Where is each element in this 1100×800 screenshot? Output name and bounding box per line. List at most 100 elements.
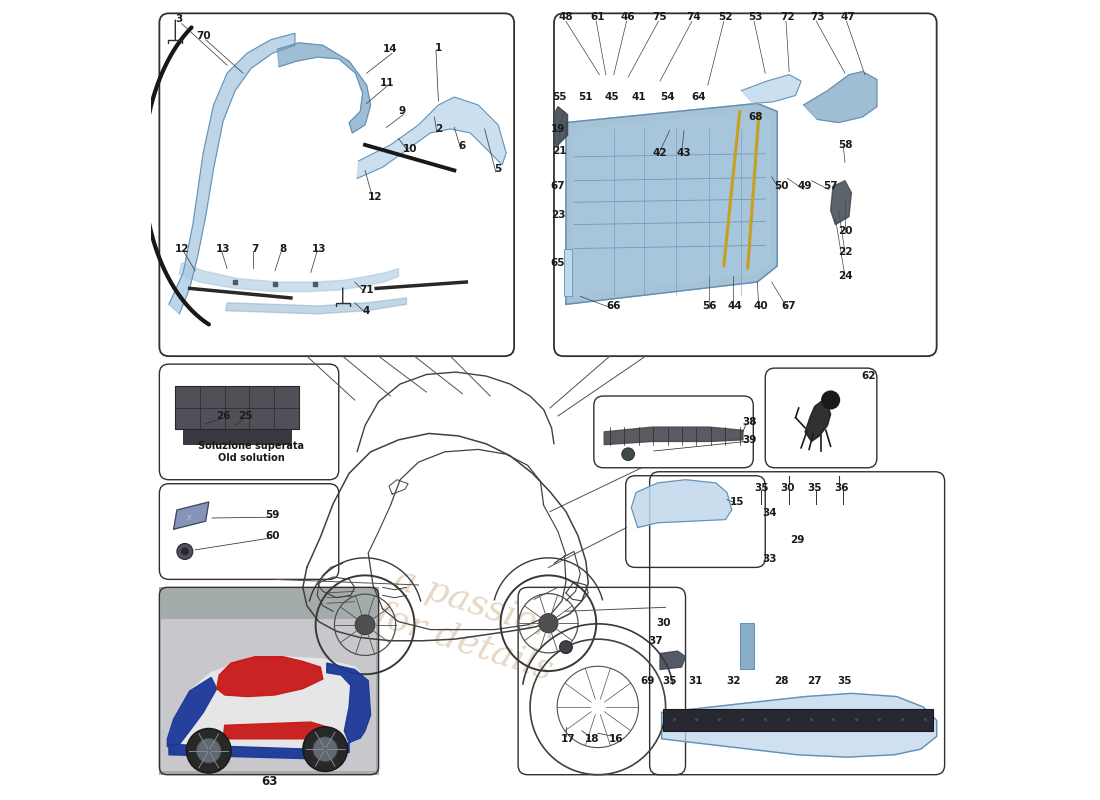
Text: 71: 71 [360, 285, 374, 295]
Text: 6: 6 [459, 142, 466, 151]
Text: 16: 16 [609, 734, 624, 744]
Text: 65: 65 [551, 258, 565, 268]
Text: 42: 42 [652, 148, 668, 158]
Polygon shape [565, 103, 778, 304]
Bar [175, 386, 299, 430]
Polygon shape [223, 722, 327, 739]
Text: 40: 40 [754, 301, 768, 311]
Text: 12: 12 [367, 192, 382, 202]
Polygon shape [277, 43, 371, 133]
Text: 11: 11 [379, 78, 394, 88]
Circle shape [197, 738, 221, 763]
Text: 49: 49 [798, 182, 813, 191]
Polygon shape [358, 97, 506, 178]
Text: 35: 35 [838, 676, 853, 686]
Text: 55: 55 [552, 92, 567, 102]
Text: Old solution: Old solution [218, 453, 285, 463]
Text: 59: 59 [265, 510, 279, 520]
Text: 30: 30 [780, 482, 795, 493]
Text: 21: 21 [552, 146, 567, 156]
Text: 70: 70 [196, 31, 210, 42]
Polygon shape [604, 427, 743, 445]
Text: 51: 51 [579, 92, 593, 102]
Text: 14: 14 [383, 44, 398, 54]
Text: 18: 18 [585, 734, 600, 744]
Polygon shape [167, 678, 217, 746]
Text: X: X [187, 515, 192, 521]
Text: 35: 35 [807, 482, 822, 493]
Polygon shape [169, 743, 349, 758]
Bar [160, 587, 378, 774]
Polygon shape [830, 181, 851, 225]
Bar [184, 430, 290, 444]
Text: 47: 47 [840, 12, 856, 22]
Circle shape [621, 448, 635, 461]
Circle shape [302, 727, 348, 771]
Text: 26: 26 [216, 411, 230, 421]
Text: 35: 35 [754, 482, 769, 493]
Text: 17: 17 [561, 734, 575, 744]
Text: 1: 1 [434, 42, 442, 53]
Text: 3: 3 [176, 14, 183, 24]
Text: 63: 63 [261, 774, 277, 787]
Text: 31: 31 [688, 676, 702, 686]
Text: 36: 36 [835, 482, 849, 493]
Text: 57: 57 [823, 182, 838, 191]
Text: 74: 74 [686, 12, 701, 22]
Text: 44: 44 [727, 301, 742, 311]
Bar [564, 249, 572, 296]
Text: 30: 30 [656, 618, 671, 628]
Text: 27: 27 [807, 676, 822, 686]
Text: 23: 23 [551, 210, 565, 220]
Text: 13: 13 [216, 243, 230, 254]
Bar [161, 619, 376, 770]
Text: 54: 54 [661, 92, 675, 102]
Text: 58: 58 [838, 140, 853, 150]
Text: 39: 39 [742, 435, 757, 445]
Text: 46: 46 [620, 12, 636, 22]
Polygon shape [631, 480, 732, 527]
Circle shape [177, 543, 192, 559]
Text: 43: 43 [676, 148, 691, 158]
Text: 52: 52 [718, 12, 733, 22]
Polygon shape [661, 694, 937, 757]
Polygon shape [174, 502, 209, 529]
Text: 29: 29 [790, 534, 804, 545]
Text: 48: 48 [559, 12, 573, 22]
Text: 34: 34 [762, 508, 777, 518]
Circle shape [312, 737, 338, 762]
Circle shape [821, 390, 840, 410]
Text: 73: 73 [811, 12, 825, 22]
Text: 66: 66 [606, 301, 621, 311]
Text: 68: 68 [748, 112, 763, 122]
Text: 28: 28 [774, 676, 789, 686]
Text: 10: 10 [404, 144, 418, 154]
Polygon shape [741, 74, 801, 103]
Text: 67: 67 [551, 182, 565, 191]
Text: Soluzione superata: Soluzione superata [198, 442, 304, 451]
Text: 20: 20 [838, 226, 853, 236]
Text: 67: 67 [782, 301, 796, 311]
Text: 64: 64 [691, 92, 705, 102]
Text: 37: 37 [648, 636, 662, 646]
Bar [663, 709, 933, 731]
Text: 4: 4 [363, 306, 371, 316]
Text: 62: 62 [861, 371, 876, 381]
Text: a passion
for details: a passion for details [371, 559, 570, 687]
Text: 50: 50 [774, 182, 789, 191]
Circle shape [560, 641, 572, 654]
Text: 61: 61 [591, 12, 605, 22]
Polygon shape [226, 298, 407, 314]
Text: 56: 56 [702, 301, 717, 311]
Text: 33: 33 [762, 554, 778, 565]
Text: 45: 45 [605, 92, 619, 102]
Text: 75: 75 [652, 12, 668, 22]
Text: 15: 15 [730, 497, 745, 507]
Text: 19: 19 [551, 124, 565, 134]
Text: 13: 13 [311, 243, 326, 254]
Circle shape [180, 547, 189, 555]
Text: 24: 24 [838, 271, 853, 282]
Polygon shape [554, 106, 568, 146]
Polygon shape [179, 263, 398, 291]
Text: 60: 60 [265, 530, 279, 541]
